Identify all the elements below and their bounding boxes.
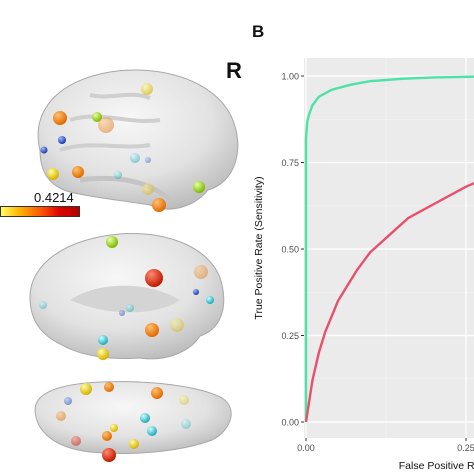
brain-ventral-view: [34, 381, 232, 462]
colorbar: [0, 206, 80, 217]
y-tick-label: 1.00: [281, 72, 299, 82]
y-tick-label: 0.75: [281, 158, 299, 168]
roc-curve-2: [304, 181, 474, 423]
colorbar-max-label: 0.4214: [34, 190, 74, 205]
y-tick-label: 0.25: [281, 331, 299, 341]
panel-label-r: R: [226, 58, 242, 83]
x-axis-title: False Positive Rate: [399, 460, 474, 472]
roc-chart: 0.000.250.500.751.000.000.250.50False Po…: [253, 58, 474, 472]
x-tick-label: 0.25: [457, 443, 474, 453]
y-tick-label: 0.50: [281, 245, 299, 255]
plot-background: [304, 58, 474, 438]
brain-medial-view: [29, 232, 225, 360]
roc-curve-1: [304, 75, 474, 422]
y-axis-title: True Positive Rate (Sensitivity): [253, 176, 265, 319]
y-tick-label: 0.00: [281, 418, 299, 428]
brain-lateral-view: [37, 69, 239, 212]
panel-label-b: B: [252, 22, 265, 41]
x-tick-label: 0.00: [297, 443, 315, 453]
brain-figure-panel: [29, 69, 239, 462]
